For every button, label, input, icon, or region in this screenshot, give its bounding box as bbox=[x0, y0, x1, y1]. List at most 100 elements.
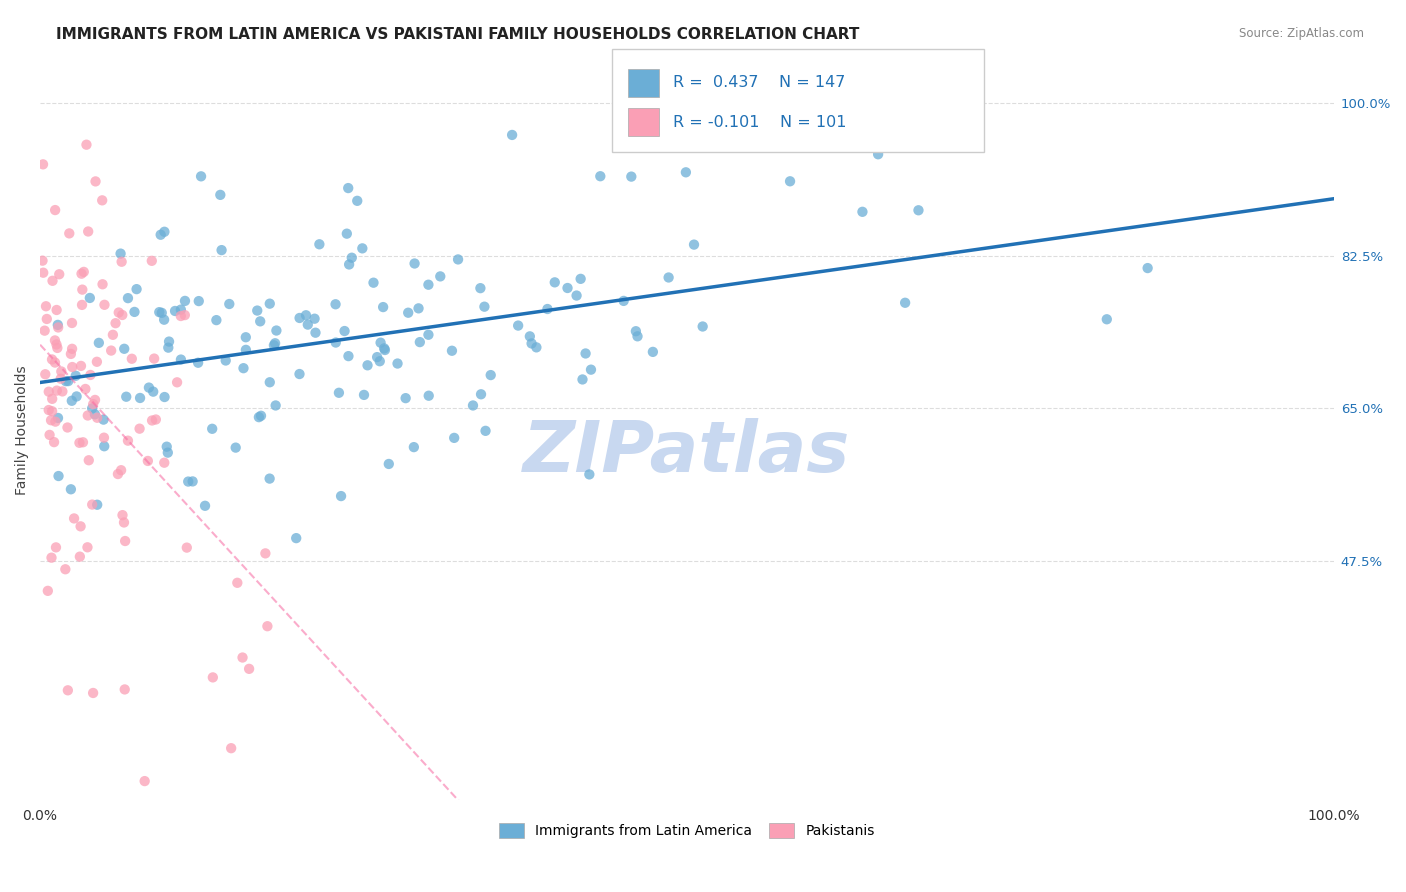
Text: ZIPatlas: ZIPatlas bbox=[523, 417, 851, 487]
Point bbox=[247, 410, 270, 425]
Point bbox=[86, 498, 108, 512]
Point bbox=[177, 475, 200, 489]
Point bbox=[76, 541, 98, 555]
Point bbox=[170, 302, 193, 317]
Point bbox=[128, 422, 150, 436]
Point bbox=[32, 266, 55, 280]
Point bbox=[56, 420, 79, 434]
Point bbox=[536, 301, 558, 316]
Point bbox=[46, 320, 69, 334]
Point bbox=[297, 318, 319, 332]
Point bbox=[246, 303, 269, 318]
Point bbox=[218, 297, 240, 311]
Point bbox=[205, 313, 228, 327]
Point bbox=[82, 397, 104, 411]
Point bbox=[45, 337, 67, 351]
Point bbox=[138, 381, 160, 395]
Point bbox=[125, 282, 148, 296]
Point bbox=[42, 435, 65, 450]
Point bbox=[107, 305, 129, 319]
Point bbox=[461, 399, 484, 413]
Point bbox=[141, 413, 163, 427]
Point bbox=[79, 368, 101, 382]
Point bbox=[150, 306, 173, 320]
Point bbox=[337, 181, 360, 195]
Point bbox=[675, 165, 697, 179]
Point bbox=[346, 194, 368, 208]
Point bbox=[418, 389, 440, 403]
Point bbox=[613, 293, 636, 308]
Point bbox=[46, 411, 69, 425]
Point bbox=[86, 410, 108, 425]
Point bbox=[38, 384, 60, 399]
Point bbox=[72, 283, 94, 297]
Point bbox=[107, 467, 129, 481]
Point bbox=[69, 519, 91, 533]
Point bbox=[82, 401, 104, 416]
Point bbox=[91, 277, 114, 292]
Point bbox=[35, 312, 58, 326]
Point bbox=[53, 562, 76, 576]
Point bbox=[166, 376, 188, 390]
Point bbox=[77, 225, 100, 239]
Text: IMMIGRANTS FROM LATIN AMERICA VS PAKISTANI FAMILY HOUSEHOLDS CORRELATION CHART: IMMIGRANTS FROM LATIN AMERICA VS PAKISTA… bbox=[56, 27, 859, 42]
Point bbox=[396, 306, 419, 320]
Point bbox=[114, 534, 136, 549]
Point bbox=[235, 330, 257, 344]
Point bbox=[112, 516, 135, 530]
Point bbox=[373, 342, 395, 356]
Point bbox=[565, 288, 588, 302]
Point bbox=[112, 342, 135, 356]
Point bbox=[101, 327, 124, 342]
Point bbox=[571, 372, 593, 386]
Point bbox=[124, 305, 146, 319]
Point bbox=[46, 318, 69, 332]
Point bbox=[111, 308, 134, 322]
Point bbox=[288, 367, 311, 381]
Point bbox=[225, 441, 247, 455]
Point bbox=[60, 316, 83, 330]
Point bbox=[371, 300, 394, 314]
Point bbox=[624, 324, 647, 338]
Point bbox=[333, 324, 356, 338]
Point bbox=[129, 391, 152, 405]
Point bbox=[60, 342, 83, 356]
Point bbox=[41, 274, 63, 288]
Point bbox=[141, 253, 163, 268]
Point bbox=[34, 368, 56, 382]
Point bbox=[363, 276, 385, 290]
Point bbox=[149, 227, 172, 242]
Point bbox=[353, 388, 375, 402]
Point bbox=[219, 741, 242, 756]
Point bbox=[75, 382, 97, 396]
Point bbox=[34, 324, 56, 338]
Point bbox=[209, 187, 232, 202]
Point bbox=[337, 257, 360, 271]
Point bbox=[226, 575, 249, 590]
Point bbox=[894, 295, 917, 310]
Point bbox=[1095, 312, 1118, 326]
Point bbox=[626, 329, 648, 343]
Point bbox=[44, 355, 66, 369]
Point bbox=[100, 343, 122, 358]
Point bbox=[44, 415, 66, 429]
Point bbox=[264, 336, 287, 351]
Point bbox=[526, 340, 548, 354]
Point bbox=[304, 311, 326, 326]
Point bbox=[851, 204, 873, 219]
Point bbox=[519, 329, 541, 343]
Point bbox=[41, 404, 63, 418]
Point bbox=[44, 334, 66, 348]
Point bbox=[145, 412, 167, 426]
Point bbox=[174, 293, 197, 308]
Point bbox=[443, 431, 465, 445]
Point bbox=[82, 686, 104, 700]
Point bbox=[285, 531, 308, 545]
Point bbox=[60, 359, 83, 374]
Point bbox=[259, 296, 281, 310]
Point bbox=[153, 312, 176, 326]
Legend: Immigrants from Latin America, Pakistanis: Immigrants from Latin America, Pakistani… bbox=[492, 816, 882, 845]
Point bbox=[110, 246, 132, 260]
Point bbox=[67, 435, 90, 450]
Point bbox=[187, 294, 209, 309]
